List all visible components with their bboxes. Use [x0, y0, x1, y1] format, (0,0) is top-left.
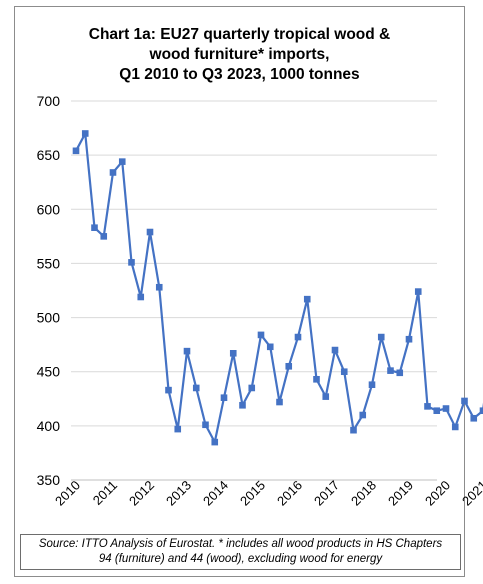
data-point	[461, 397, 468, 405]
source-note: Source: ITTO Analysis of Eurostat. * inc…	[20, 534, 461, 570]
data-point	[109, 169, 117, 176]
chart-title-line-2: wood furniture* imports,	[149, 46, 330, 63]
data-point	[451, 423, 459, 431]
y-tick-label: 550	[37, 255, 61, 271]
x-tick-label: 2016	[274, 478, 305, 509]
chart-title: Chart 1a: EU27 quarterly tropical wood &…	[15, 25, 464, 85]
data-point	[294, 333, 302, 341]
y-tick-label: 350	[37, 472, 61, 488]
y-tick-label: 700	[37, 93, 61, 109]
data-point	[433, 407, 441, 414]
data-point	[72, 147, 80, 155]
data-point	[313, 375, 320, 383]
data-point	[359, 411, 367, 419]
data-point	[118, 158, 126, 165]
data-point	[331, 346, 339, 354]
x-tick-label: 2011	[90, 478, 120, 508]
source-note-line-1: Source: ITTO Analysis of Eurostat. * inc…	[38, 538, 443, 550]
data-point	[479, 407, 483, 414]
data-point	[405, 335, 413, 343]
data-point	[100, 233, 108, 240]
y-tick-label: 400	[37, 418, 61, 434]
x-tick-label: 2017	[311, 478, 342, 509]
data-point	[155, 283, 163, 291]
chart-title-line-3: Q1 2010 to Q3 2023, 1000 tonnes	[119, 66, 360, 83]
data-point	[303, 295, 311, 303]
data-point	[340, 368, 348, 376]
x-tick-label: 2013	[163, 478, 194, 509]
data-point	[183, 347, 191, 355]
data-point	[322, 393, 330, 400]
data-point	[220, 394, 228, 402]
data-point	[257, 331, 265, 339]
data-point	[248, 384, 256, 392]
data-point	[285, 363, 293, 370]
data-point	[137, 293, 145, 301]
data-point	[442, 405, 450, 412]
x-tick-label: 2015	[237, 478, 268, 509]
data-point	[202, 421, 209, 429]
x-tick-label: 2021	[459, 478, 483, 509]
data-point	[350, 426, 357, 434]
data-point	[424, 403, 431, 410]
data-point	[239, 401, 246, 409]
data-point	[387, 367, 394, 374]
data-point	[192, 384, 200, 392]
data-point	[414, 288, 422, 295]
x-tick-label: 2020	[422, 478, 453, 509]
chart-title-line-1: Chart 1a: EU27 quarterly tropical wood &	[88, 26, 391, 43]
data-point	[165, 386, 172, 394]
x-tick-label: 2012	[126, 478, 157, 509]
y-tick-label: 450	[37, 364, 61, 380]
data-point	[229, 350, 237, 357]
data-point	[128, 259, 135, 266]
data-point	[211, 438, 219, 446]
x-tick-label: 2018	[348, 478, 379, 509]
data-point	[276, 398, 283, 406]
data-point	[91, 224, 98, 231]
y-tick-label: 650	[37, 147, 61, 163]
data-point	[396, 369, 404, 377]
data-point	[174, 425, 182, 433]
series-line	[75, 132, 483, 444]
x-tick-label: 2014	[200, 478, 231, 509]
source-note-line-2: 94 (furniture) and 44 (wood), excluding …	[98, 553, 383, 565]
x-tick-label: 2019	[385, 478, 416, 509]
data-point	[470, 414, 478, 422]
data-point	[377, 333, 385, 341]
data-point	[146, 228, 154, 236]
y-tick-label: 500	[37, 310, 61, 326]
data-point	[81, 130, 89, 137]
data-point	[368, 381, 376, 389]
data-point	[266, 343, 274, 351]
y-tick-label: 600	[37, 201, 61, 217]
